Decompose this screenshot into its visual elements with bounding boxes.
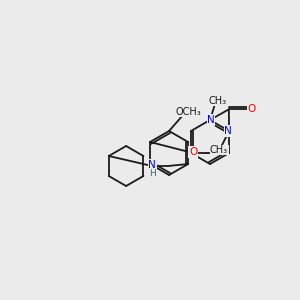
Text: N: N xyxy=(148,160,156,170)
Text: O: O xyxy=(248,104,256,114)
Text: N: N xyxy=(207,115,215,125)
Text: CH₃: CH₃ xyxy=(209,96,227,106)
Text: H: H xyxy=(149,169,155,178)
Text: N: N xyxy=(224,126,232,136)
Text: O: O xyxy=(189,147,197,157)
Text: OCH₃: OCH₃ xyxy=(175,107,201,117)
Text: CH₃: CH₃ xyxy=(210,145,228,155)
